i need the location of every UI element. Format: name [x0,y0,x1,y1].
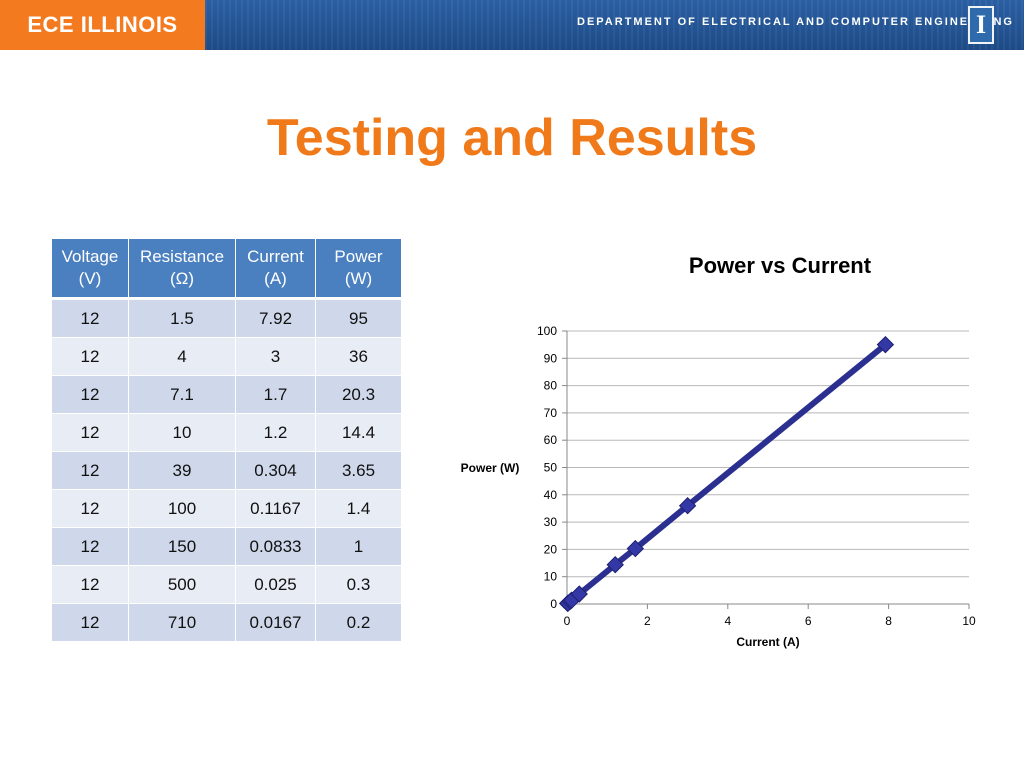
table-cell: 1.2 [235,413,316,452]
chart-plot: 0 10 20 30 40 50 60 70 80 90 100 0 2 4 6 8 10 Current (A)… [461,324,976,649]
table-header-row: Voltage (V) Resistance (Ω) Current (A) Powe… [51,238,402,300]
table-cell: 1.4 [315,489,402,528]
table-cell: 0.3 [315,565,402,604]
x-tick-label: 6 [805,614,812,628]
header-banner: ECE ILLINOIS DEPARTMENT OF ELECTRICAL AN… [0,0,1024,50]
table-cell: 12 [51,451,129,490]
table-cell: 95 [315,298,402,338]
table-cell: 12 [51,375,129,414]
table-cell: 12 [51,413,129,452]
table-cell: 12 [51,603,129,642]
y-tick-label: 100 [537,324,557,338]
power-vs-current-chart: Power vs Current 0 10 20 30 40 50 60 70 80 90 100 0… [440,240,1000,660]
y-tick-label: 0 [550,597,557,611]
table-row: 12 100 0.1167 1.4 [51,489,402,528]
y-tick-label: 40 [544,488,558,502]
data-point [876,335,895,354]
department-name: DEPARTMENT OF ELECTRICAL AND COMPUTER EN… [577,16,1014,28]
slide-title: Testing and Results [266,109,758,167]
table-cell: 1.7 [235,375,316,414]
data-point [606,555,624,574]
table-cell: 3.65 [315,451,402,490]
table-cell: 710 [128,603,236,642]
table-cell: 7.92 [235,298,316,338]
y-tick-label: 80 [544,379,558,393]
y-tick-label: 60 [544,433,558,447]
table-cell: 20.3 [315,375,402,414]
table-cell: 500 [128,565,236,604]
x-tick-label: 8 [885,614,892,628]
y-tick-label: 30 [544,515,558,529]
chart-title: Power vs Current [688,253,872,278]
table-cell: 0.025 [235,565,316,604]
table-cell: 12 [51,527,129,566]
data-point [626,539,645,558]
x-tick-label: 4 [724,614,731,628]
table-cell: 12 [51,337,129,376]
table-row: 12 500 0.025 0.3 [51,565,402,604]
table-row: 12 710 0.0167 0.2 [51,603,402,642]
table-cell: 4 [128,337,236,376]
y-tick-label: 90 [544,351,558,365]
table-row: 12 7.1 1.7 20.3 [51,375,402,414]
table-cell: 1 [315,527,402,566]
x-tick-label: 0 [564,614,571,628]
table-cell: 39 [128,451,236,490]
table-cell: 0.2 [315,603,402,642]
x-axis-label: Current (A) [736,635,799,649]
header-voltage: Voltage (V) [51,238,129,300]
table-cell: 0.1167 [235,489,316,528]
table-cell: 1.5 [128,298,236,338]
y-tick-label: 70 [544,406,558,420]
data-point [570,585,588,603]
table-cell: 0.304 [235,451,316,490]
results-table: Voltage (V) Resistance (Ω) Current (A) Powe… [51,238,402,642]
brand-logo: ECE ILLINOIS [0,0,205,50]
x-tick-label: 10 [962,614,976,628]
y-axis-label: Power (W) [461,461,520,475]
table-row: 12 39 0.304 3.65 [51,451,402,490]
table-cell: 150 [128,527,236,566]
table-cell: 7.1 [128,375,236,414]
table-cell: 0.0833 [235,527,316,566]
header-power: Power (W) [315,238,402,300]
header-pattern [205,0,1024,50]
header-current: Current (A) [235,238,316,300]
table-row: 12 4 3 36 [51,337,402,376]
table-cell: 3 [235,337,316,376]
table-cell: 10 [128,413,236,452]
table-cell: 12 [51,298,129,338]
table-row: 12 10 1.2 14.4 [51,413,402,452]
table-cell: 12 [51,489,129,528]
data-point [678,497,697,515]
table-row: 12 1.5 7.92 95 [51,298,402,338]
header-resistance: Resistance (Ω) [128,238,236,300]
table-cell: 14.4 [315,413,402,452]
table-row: 12 150 0.0833 1 [51,527,402,566]
y-tick-label: 10 [544,570,558,584]
table-cell: 36 [315,337,402,376]
y-tick-label: 50 [544,461,558,475]
y-tick-label: 20 [544,542,558,556]
x-tick-label: 2 [644,614,651,628]
table-cell: 100 [128,489,236,528]
table-cell: 12 [51,565,129,604]
illinois-logo-icon: I [968,6,994,44]
table-cell: 0.0167 [235,603,316,642]
